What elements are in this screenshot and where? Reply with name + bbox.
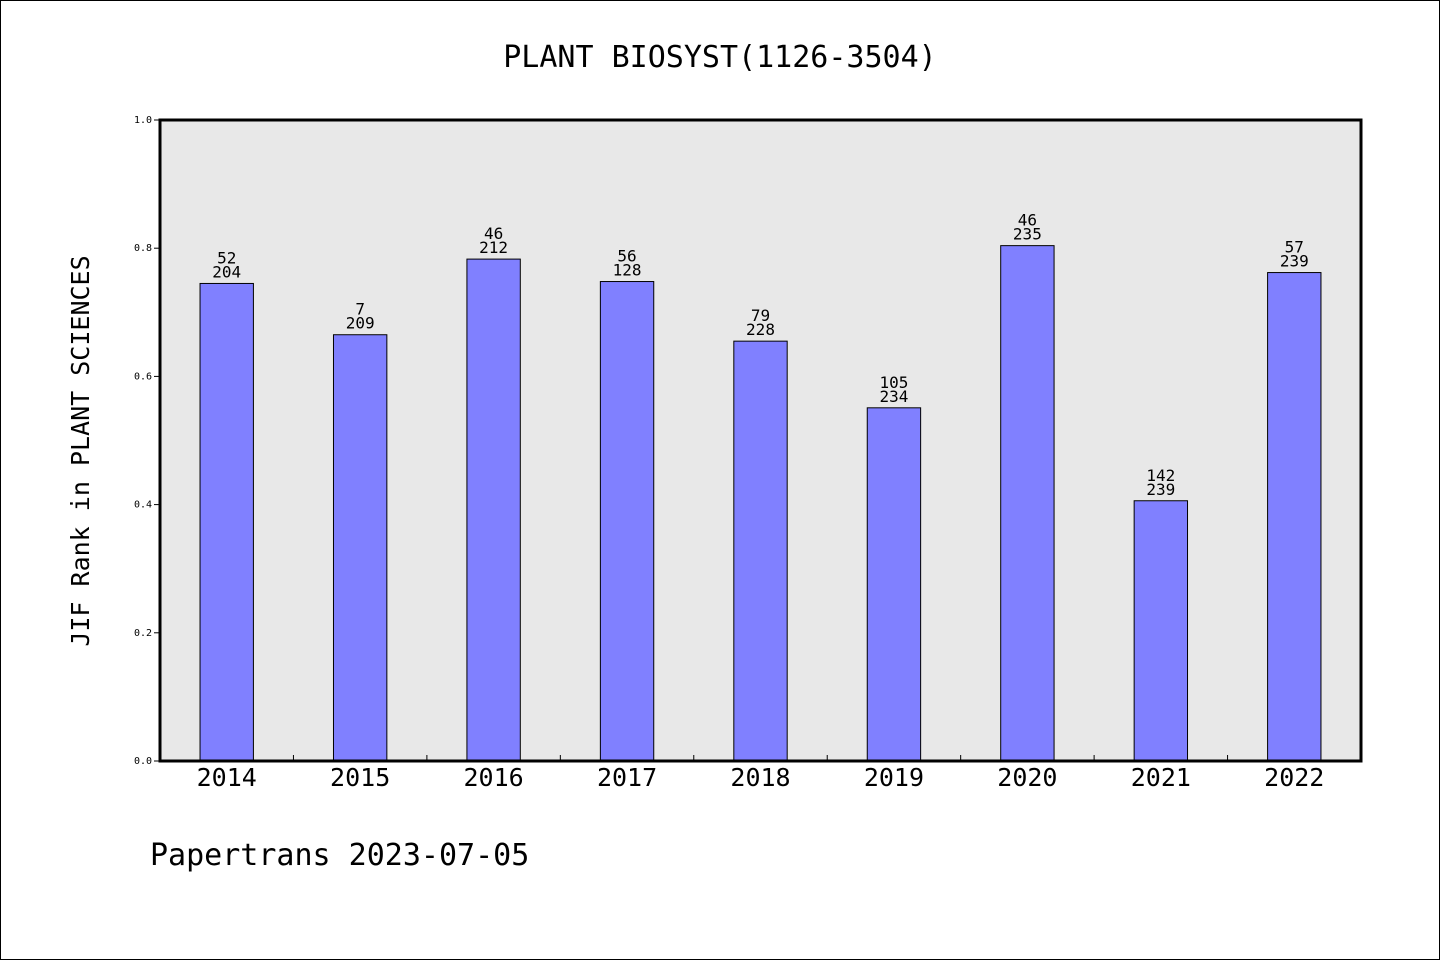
chart-title: PLANT BIOSYST(1126-3504) [503, 40, 936, 75]
x-tick-label: 2018 [730, 763, 790, 792]
x-tick-label: 2016 [464, 763, 524, 792]
y-tick-label: 0.4 [134, 500, 152, 511]
bar-rank-label: 46 [1018, 211, 1037, 230]
y-tick-label: 0.6 [134, 371, 152, 382]
x-tick-label: 2015 [330, 763, 390, 792]
x-tick-label: 2019 [864, 763, 924, 792]
bar-2019 [866, 407, 922, 762]
bar-total-label: 128 [613, 261, 642, 280]
bar-2020 [1000, 245, 1055, 762]
bar-rank-label: 56 [617, 247, 636, 266]
x-tick-label: 2021 [1131, 763, 1191, 792]
bar-rank-label: 46 [484, 224, 503, 243]
bar-2017 [599, 281, 655, 762]
bar-rank-label: 142 [1146, 466, 1175, 485]
bar-rank-label: 105 [879, 373, 908, 392]
bar-total-label: 228 [746, 320, 775, 339]
bar-total-label: 235 [1013, 225, 1042, 244]
y-tick-label: 0.8 [134, 243, 152, 254]
bar-rank-label: 52 [217, 248, 236, 267]
y-tick-label: 0.0 [134, 756, 152, 767]
x-axis: 2014 2015 2016 2017 2018 2019 2020 2021 2022 [197, 755, 1324, 792]
bar-total-label: 234 [879, 387, 908, 406]
bar-total-label: 212 [479, 238, 508, 257]
bar-2021 [1133, 500, 1189, 762]
y-axis-label: JIF Rank in PLANT SCIENCES [66, 255, 95, 646]
x-tick-label: 2020 [997, 763, 1057, 792]
x-tick-label: 2017 [597, 763, 657, 792]
bar-total-label: 209 [346, 314, 375, 333]
bar-2015 [332, 334, 388, 762]
x-tick-label: 2014 [197, 763, 257, 792]
footer-credit: Papertrans 2023-07-05 [150, 838, 529, 873]
bar-rank-label: 79 [751, 306, 770, 325]
bar-2018 [733, 340, 788, 762]
y-tick-label: 0.2 [134, 628, 152, 639]
bar-2014 [199, 282, 254, 762]
bar-total-label: 204 [212, 262, 241, 281]
bar-rank-label: 7 [355, 300, 365, 319]
bar-total-label: 239 [1280, 252, 1309, 271]
y-tick-label: 1.0 [134, 115, 152, 126]
bar-rank-label: 57 [1285, 238, 1304, 257]
plot-border [158, 118, 1363, 763]
bar-2016 [466, 258, 521, 762]
bar-2022 [1267, 272, 1322, 762]
bar-total-label: 239 [1146, 480, 1175, 499]
bars [199, 245, 1322, 762]
x-tick-label: 2022 [1264, 763, 1324, 792]
y-axis: 0.0 0.2 0.4 0.6 0.8 1.0 [134, 115, 160, 767]
